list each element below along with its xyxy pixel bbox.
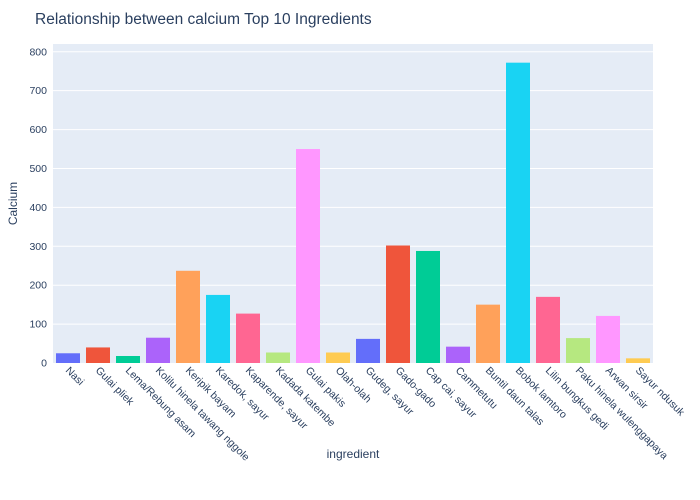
bar[interactable] — [506, 62, 530, 364]
y-tick-labels: 0 100 200 300 400 500 600 700 800 — [29, 46, 47, 369]
y-tick-label: 0 — [41, 358, 47, 370]
y-tick-label: 800 — [29, 46, 47, 58]
bar[interactable] — [176, 270, 200, 363]
bar[interactable] — [566, 338, 590, 363]
bar[interactable] — [536, 296, 560, 363]
x-axis-title: ingredient — [327, 447, 380, 461]
bar[interactable] — [86, 347, 110, 363]
y-axis-title: Calcium — [6, 182, 20, 225]
bar[interactable] — [356, 338, 380, 363]
bar[interactable] — [326, 352, 350, 363]
bar[interactable] — [236, 313, 260, 363]
y-tick-label: 500 — [29, 163, 47, 175]
bar[interactable] — [296, 149, 320, 363]
bar[interactable] — [386, 245, 410, 363]
grid-lines — [53, 51, 653, 325]
y-tick-label: 300 — [29, 241, 47, 253]
bar[interactable] — [56, 353, 80, 363]
plot-area — [53, 44, 653, 363]
bar[interactable] — [476, 304, 500, 363]
bar[interactable] — [116, 355, 140, 363]
bar[interactable] — [446, 346, 470, 363]
bar[interactable] — [596, 315, 620, 363]
bar[interactable] — [266, 352, 290, 363]
y-tick-label: 100 — [29, 319, 47, 331]
y-tick-label: 400 — [29, 202, 47, 214]
bar[interactable] — [146, 337, 170, 363]
y-tick-label: 200 — [29, 280, 47, 292]
x-tick-label: Nasi — [63, 365, 86, 388]
bar[interactable] — [416, 250, 440, 363]
y-tick-label: 600 — [29, 124, 47, 136]
bar[interactable] — [206, 294, 230, 363]
bar[interactable] — [626, 358, 650, 363]
bars — [56, 62, 650, 364]
chart-title: Relationship between calcium Top 10 Ingr… — [35, 11, 372, 28]
y-tick-label: 700 — [29, 85, 47, 97]
